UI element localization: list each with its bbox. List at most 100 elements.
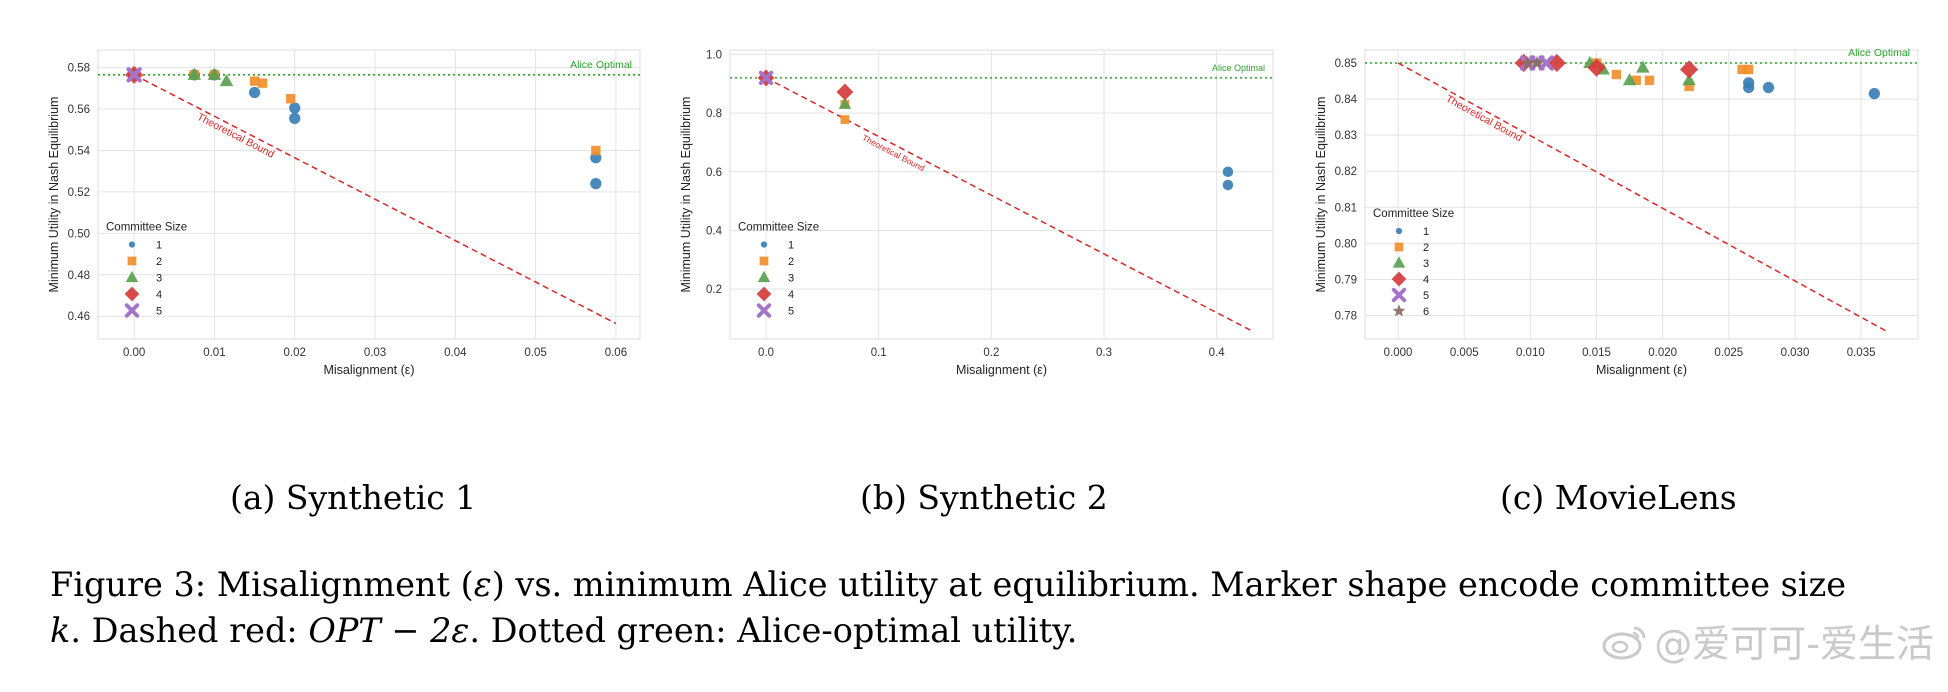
- legend-marker-size-6-shape: [1392, 304, 1406, 317]
- x-tick-label: 0.030: [1781, 347, 1810, 359]
- legend-marker-size-4-shape: [124, 286, 140, 302]
- data-point-size-2-shape: [1631, 75, 1641, 85]
- y-tick-label: 0.50: [68, 228, 90, 240]
- x-tick-label: 0.00: [123, 347, 145, 359]
- data-point-size-1: [1222, 166, 1234, 178]
- legend-title: Committee Size: [106, 222, 187, 234]
- legend-marker-size-5-shape: [124, 303, 140, 318]
- legend-marker-size-5: [1391, 287, 1407, 303]
- data-point-size-2-shape: [1684, 81, 1694, 92]
- data-point-size-2: [1737, 64, 1747, 75]
- data-point-size-2: [249, 76, 260, 86]
- plot-area: [97, 49, 641, 340]
- caption-text-4: . Dotted green: Alice-optimal utility.: [469, 611, 1078, 650]
- legend-marker-size-5-shape: [756, 303, 772, 318]
- y-tick-label: 0.82: [1335, 166, 1357, 178]
- y-axis-label: Minimum Utility in Nash Equilibrium: [680, 97, 693, 293]
- alice-optimal-label: Alice Optimal: [1212, 63, 1265, 73]
- legend-label-size-4: 4: [1423, 274, 1429, 286]
- data-point-size-5: [758, 70, 774, 86]
- panel-synthetic-2: 0.0 0.1 0.2 0.3 0.4 0.2 0.4 0.6 0.8 1.0 Misalignme…: [680, 49, 1274, 377]
- legend-label-size-1: 1: [788, 240, 794, 252]
- x-tick-label: 0.035: [1847, 347, 1876, 359]
- subcaption-synthetic-1: (a) Synthetic 1: [230, 478, 477, 517]
- data-point-size-1-shape: [1743, 81, 1755, 94]
- caption-text-2: ) vs. minimum Alice utility at equilibri…: [491, 565, 1847, 604]
- data-point-size-2-shape: [1743, 64, 1754, 75]
- legend-marker-size-5-shape: [1391, 287, 1407, 303]
- y-tick-label: 0.8: [706, 108, 722, 120]
- plot-area: [729, 49, 1274, 340]
- data-point-size-2: [1631, 75, 1641, 85]
- y-tick-label: 0.6: [706, 167, 722, 179]
- y-tick-label: 0.78: [1335, 311, 1357, 323]
- y-tick-label: 0.58: [68, 63, 90, 75]
- x-tick-label: 0.025: [1714, 347, 1743, 359]
- subcaption-synthetic-2: (b) Synthetic 2: [860, 478, 1108, 517]
- data-point-size-1: [1762, 81, 1775, 94]
- x-tick-label: 0.05: [524, 347, 546, 359]
- data-point-size-5-shape: [758, 70, 774, 86]
- panel-movielens: 0.000 0.005 0.010 0.015 0.020 0.025 0.030 0.035…: [1315, 47, 1919, 377]
- legend-label-size-2: 2: [788, 256, 794, 268]
- data-point-size-6: [1520, 55, 1535, 69]
- y-tick-label: 0.4: [706, 225, 723, 237]
- caption-k: k: [50, 611, 71, 650]
- data-point-size-2: [257, 78, 268, 88]
- data-point-size-1-shape: [1868, 88, 1880, 100]
- data-point-size-2-shape: [257, 78, 268, 88]
- y-axis-label: Minimum Utility in Nash Equilibrium: [48, 97, 61, 293]
- legend-marker-size-2: [759, 256, 769, 266]
- legend-marker-size-4: [756, 286, 772, 302]
- x-tick-label: 0.005: [1450, 347, 1479, 359]
- data-point-size-1: [289, 102, 301, 114]
- legend-marker-size-4-shape: [756, 286, 772, 302]
- watermark: @爱可可-爱生活: [1602, 613, 1934, 670]
- y-tick-label: 0.52: [68, 187, 90, 199]
- watermark-text: @爱可可-爱生活: [1654, 622, 1934, 666]
- data-point-size-6: [1530, 55, 1544, 69]
- legend-marker-size-2: [1394, 242, 1404, 252]
- legend-marker-size-3-shape: [757, 270, 771, 283]
- data-point-size-3-shape: [1682, 73, 1696, 86]
- weibo-logo-icon: [1602, 623, 1648, 670]
- legend-label-size-1: 1: [1423, 226, 1429, 238]
- legend-title: Committee Size: [1373, 208, 1454, 220]
- legend-marker-size-3: [757, 270, 771, 283]
- data-point-size-2-shape: [840, 115, 850, 124]
- y-tick-label: 0.84: [1335, 94, 1358, 106]
- legend-label-size-3: 3: [1423, 258, 1429, 270]
- legend-label-size-5: 5: [788, 306, 794, 318]
- data-point-size-2-shape: [1611, 69, 1622, 80]
- legend-marker-size-2: [127, 256, 137, 266]
- data-point-size-3-shape: [219, 73, 234, 87]
- data-point-size-2-shape: [286, 93, 296, 104]
- data-point-size-1-shape: [289, 102, 301, 114]
- x-tick-label: 0.06: [605, 347, 627, 359]
- y-tick-label: 0.79: [1335, 274, 1357, 286]
- data-point-size-3: [838, 97, 852, 109]
- legend-label-size-5: 5: [1423, 290, 1429, 302]
- legend-marker-size-1-shape: [1395, 227, 1403, 235]
- legend-marker-size-1: [760, 241, 768, 248]
- y-tick-label: 0.2: [706, 284, 722, 296]
- alice-optimal-label: Alice Optimal: [1848, 47, 1910, 59]
- x-tick-label: 0.01: [203, 347, 225, 359]
- data-point-size-1-shape: [248, 86, 261, 99]
- legend-marker-size-2-shape: [1394, 242, 1404, 252]
- data-point-size-3-shape: [207, 67, 222, 80]
- legend-marker-size-5: [756, 303, 772, 318]
- y-tick-label: 0.80: [1335, 238, 1357, 250]
- data-point-size-3: [187, 67, 202, 80]
- legend-marker-size-3-shape: [125, 270, 139, 283]
- data-point-size-3: [1622, 73, 1637, 86]
- legend-label-size-4: 4: [788, 289, 794, 301]
- theoretical-bound-line: [1397, 62, 1888, 333]
- data-point-size-2-shape: [1737, 64, 1747, 75]
- y-tick-label: 0.56: [68, 104, 90, 116]
- legend-marker-size-5: [124, 303, 140, 318]
- data-point-size-3: [207, 67, 222, 80]
- x-tick-label: 0.2: [983, 347, 999, 359]
- x-tick-label: 0.02: [284, 347, 306, 359]
- data-point-size-1: [289, 112, 301, 124]
